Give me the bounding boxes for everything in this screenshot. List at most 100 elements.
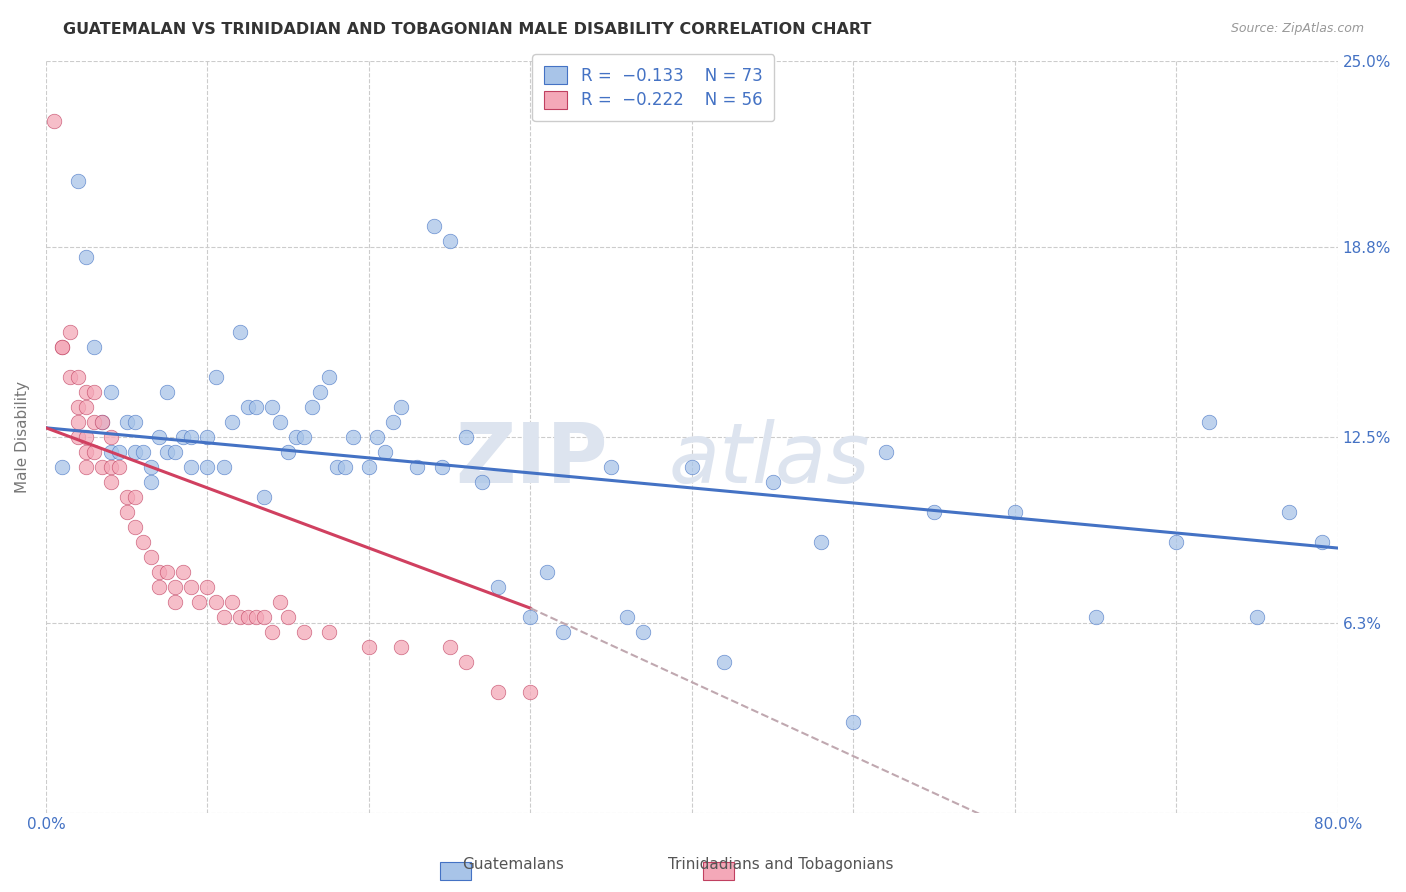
Point — [197, 580, 219, 594]
Point — [1278, 505, 1301, 519]
Point — [107, 445, 129, 459]
Point — [229, 610, 252, 624]
Point — [357, 640, 380, 655]
Point — [301, 400, 323, 414]
Point — [75, 250, 97, 264]
Point — [762, 475, 785, 489]
Point — [236, 610, 259, 624]
Point — [430, 459, 453, 474]
Point — [406, 459, 429, 474]
Point — [172, 430, 194, 444]
Point — [100, 445, 122, 459]
Point — [132, 535, 155, 549]
Point — [212, 610, 235, 624]
Point — [188, 595, 211, 609]
Point — [519, 610, 541, 624]
Point — [51, 340, 73, 354]
Point — [236, 400, 259, 414]
Point — [75, 430, 97, 444]
Point — [471, 475, 494, 489]
Point — [318, 625, 340, 640]
Point — [156, 445, 179, 459]
Point — [204, 595, 226, 609]
Text: Source: ZipAtlas.com: Source: ZipAtlas.com — [1230, 22, 1364, 36]
Point — [842, 715, 865, 730]
Point — [124, 445, 146, 459]
Point — [1198, 415, 1220, 429]
Point — [75, 384, 97, 399]
Point — [204, 369, 226, 384]
Point — [124, 520, 146, 534]
Point — [1084, 610, 1107, 624]
Point — [342, 430, 364, 444]
Point — [83, 445, 105, 459]
Point — [600, 459, 623, 474]
Point — [165, 445, 187, 459]
Point — [221, 595, 243, 609]
Point — [75, 400, 97, 414]
Point — [115, 505, 138, 519]
Point — [132, 445, 155, 459]
Point — [551, 625, 574, 640]
Point — [616, 610, 638, 624]
Point — [51, 459, 73, 474]
Point — [454, 655, 477, 669]
Point — [91, 459, 114, 474]
Point — [681, 459, 703, 474]
Point — [67, 415, 90, 429]
Point — [374, 445, 396, 459]
Point — [156, 384, 179, 399]
Point — [260, 400, 283, 414]
Point — [439, 640, 461, 655]
Point — [519, 685, 541, 699]
Legend: R =  −0.133    N = 73, R =  −0.222    N = 56: R = −0.133 N = 73, R = −0.222 N = 56 — [533, 54, 773, 121]
Point — [91, 415, 114, 429]
Point — [389, 640, 412, 655]
Point — [124, 415, 146, 429]
Point — [139, 475, 162, 489]
Point — [51, 340, 73, 354]
Point — [875, 445, 897, 459]
Point — [91, 415, 114, 429]
Point — [100, 384, 122, 399]
Point — [309, 384, 332, 399]
Point — [486, 685, 509, 699]
Point — [148, 430, 170, 444]
Point — [366, 430, 388, 444]
Point — [229, 325, 252, 339]
Point — [67, 400, 90, 414]
Point — [253, 490, 276, 504]
Point — [83, 415, 105, 429]
Point — [1310, 535, 1333, 549]
Point — [180, 580, 202, 594]
Point — [67, 174, 90, 188]
Point — [277, 445, 299, 459]
Point — [922, 505, 945, 519]
Point — [83, 384, 105, 399]
Point — [100, 459, 122, 474]
Point — [245, 400, 267, 414]
Point — [277, 610, 299, 624]
Point — [269, 595, 291, 609]
Point — [713, 655, 735, 669]
Point — [165, 595, 187, 609]
Y-axis label: Male Disability: Male Disability — [15, 381, 30, 493]
Point — [221, 415, 243, 429]
Point — [115, 415, 138, 429]
Text: GUATEMALAN VS TRINIDADIAN AND TOBAGONIAN MALE DISABILITY CORRELATION CHART: GUATEMALAN VS TRINIDADIAN AND TOBAGONIAN… — [63, 22, 872, 37]
Point — [285, 430, 308, 444]
Point — [165, 580, 187, 594]
Point — [156, 565, 179, 579]
Point — [439, 235, 461, 249]
Point — [1166, 535, 1188, 549]
Point — [59, 325, 82, 339]
Point — [180, 459, 202, 474]
Point — [148, 565, 170, 579]
Point — [245, 610, 267, 624]
Point — [59, 369, 82, 384]
Point — [333, 459, 356, 474]
Point — [100, 475, 122, 489]
Point — [454, 430, 477, 444]
Point — [115, 490, 138, 504]
Point — [357, 459, 380, 474]
